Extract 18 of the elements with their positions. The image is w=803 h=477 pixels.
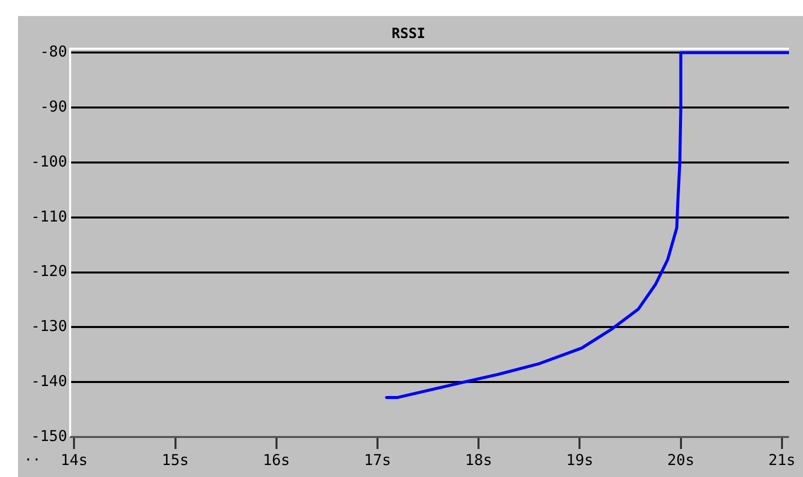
y-tick-label: -90 xyxy=(40,97,68,116)
y-tick-label: -80 xyxy=(40,42,68,61)
y-tick-label: -110 xyxy=(31,207,68,226)
x-tick-label: 17s xyxy=(364,450,392,469)
x-tick-label: 14s xyxy=(60,450,88,469)
y-tick-label: -130 xyxy=(31,317,68,336)
y-tick-label: -100 xyxy=(31,152,68,170)
x-tick-label: 15s xyxy=(162,450,189,469)
text: .. xyxy=(24,448,41,465)
x-tick-label: 21s xyxy=(768,450,796,469)
y-tick-label: -150 xyxy=(31,426,68,445)
y-tick-label: -120 xyxy=(31,262,68,280)
y-tick-label: -140 xyxy=(31,372,68,390)
chart-title: RSSI xyxy=(392,26,426,42)
x-tick-label: 16s xyxy=(262,450,290,469)
x-tick-label: 19s xyxy=(566,450,594,469)
x-tick-label: 20s xyxy=(667,450,694,469)
x-tick-label: 18s xyxy=(465,450,492,469)
